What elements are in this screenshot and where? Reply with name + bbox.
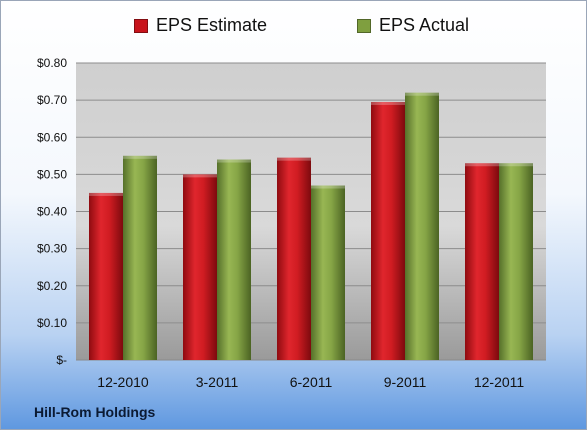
bar-actual [499,163,533,360]
bar-estimate [465,163,499,360]
bar-actual-cap [405,92,439,96]
bar-estimate [183,174,217,360]
legend-label-actual: EPS Actual [379,15,470,35]
y-tick-label: $0.60 [37,130,67,144]
y-tick-label: $0.30 [37,242,67,256]
x-tick-label: 6-2011 [290,374,333,390]
bar-actual [123,155,157,360]
y-axis-ticks: $- $0.10 $0.20 $0.30 $0.40 $0.50 $0.60 $0.70 $0.… [37,56,67,367]
x-tick-label: 12-2010 [97,374,149,390]
bar-estimate-cap [277,157,311,161]
legend: EPS Estimate EPS Actual [1,15,586,41]
legend-swatch-actual [357,18,371,33]
y-tick-label: $0.80 [37,56,67,70]
bar-estimate-cap [89,192,123,196]
bar-estimate-cap [371,101,405,105]
bar-estimate [277,157,311,360]
x-tick-label: 12-2011 [474,374,525,390]
bar-estimate [89,192,123,360]
bar-actual-cap [123,155,157,159]
y-tick-label: $0.70 [37,93,67,107]
x-axis-ticks: 12-2010 3-2011 6-2011 9-2011 12-2011 [97,374,524,390]
legend-item-estimate: EPS Estimate [134,15,267,36]
y-tick-label: $0.10 [37,316,67,330]
legend-item-actual: EPS Actual [357,15,469,36]
bar-estimate-cap [183,174,217,178]
y-tick-label: $0.40 [37,205,67,219]
company-name: Hill-Rom Holdings [34,404,156,420]
bar-actual [405,92,439,360]
bar-estimate [371,101,405,360]
y-tick-label: $0.20 [37,279,67,293]
bar-estimate-cap [465,163,499,167]
bar-actual [311,185,345,360]
y-tick-label: $0.50 [37,167,67,181]
bars [89,92,533,360]
bar-actual-cap [217,159,251,163]
bar-actual-cap [311,185,345,189]
bar-actual [217,159,251,360]
legend-swatch-estimate [134,18,148,33]
bar-actual-cap [499,163,533,167]
y-tick-label: $- [56,353,67,367]
legend-label-estimate: EPS Estimate [156,15,268,35]
x-tick-label: 9-2011 [384,374,427,390]
x-tick-label: 3-2011 [196,374,239,390]
